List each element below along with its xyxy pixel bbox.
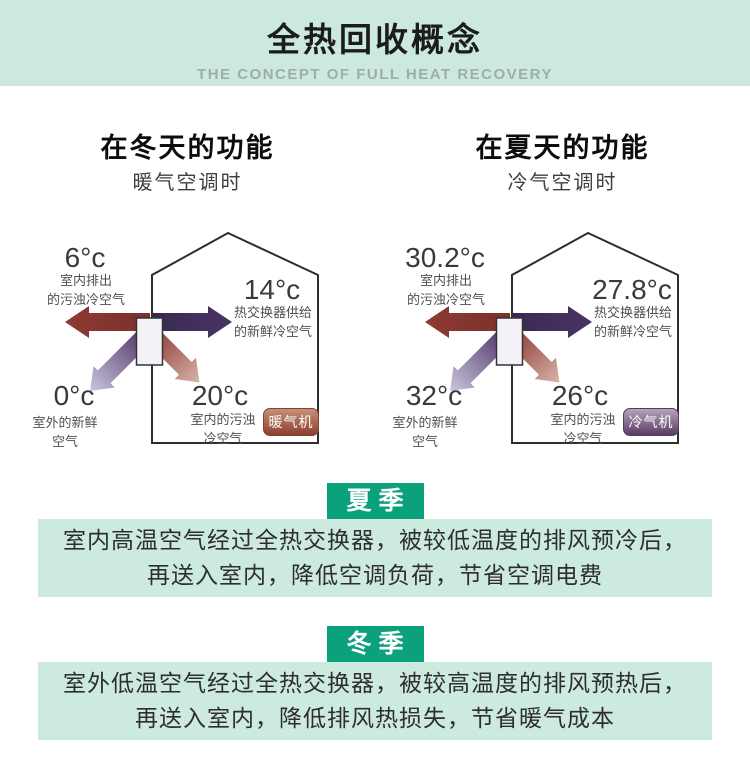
summer-description-panel: 室内高温空气经过全热交换器，被较低温度的排风预冷后， 再送入室内，降低空调负荷，… <box>38 519 712 597</box>
exhaust-label-line1: 室内排出 <box>59 273 113 288</box>
exhaust-label: 室内排出 的污浊冷空气 <box>407 271 485 309</box>
supply-in-arrow <box>152 306 232 338</box>
outside-label-line1: 室外的新鲜 <box>32 415 98 430</box>
diagrams-row: 在冬天的功能 暖气空调时 <box>0 86 750 470</box>
inside-label-line2: 冷空气 <box>203 431 243 446</box>
exhaust-temperature: 30.2°c <box>405 242 485 273</box>
summer-description-line2: 再送入室内，降低空调负荷，节省空调电费 <box>147 562 603 588</box>
summer-house-diagram: 30.2°c 室内排出 的污浊冷空气 27.8°c 热交换器供给 的新鲜冷空气 … <box>360 86 735 470</box>
exhaust-label: 室内排出 的污浊冷空气 <box>47 271 125 309</box>
house-outline <box>511 231 679 444</box>
supply-label: 热交换器供给 的新鲜冷空气 <box>234 303 312 341</box>
winter-description-panel: 室外低温空气经过全热交换器，被较高温度的排风预热后， 再送入室内，降低排风热损失… <box>38 662 712 740</box>
supply-label-line2: 的新鲜冷空气 <box>593 324 673 339</box>
header-banner: 全热回收概念 THE CONCEPT OF FULL HEAT RECOVERY <box>0 0 750 86</box>
outside-label-line2: 空气 <box>411 434 439 449</box>
summer-season-badge: 夏 季 <box>326 483 424 519</box>
inside-temperature: 26°c <box>551 380 609 411</box>
supply-label: 热交换器供给 的新鲜冷空气 <box>594 303 672 341</box>
winter-diagram-title: 在冬天的功能 <box>100 133 275 163</box>
heat-exchanger-box <box>135 317 164 366</box>
supply-temperature: 27.8°c <box>592 274 672 305</box>
page-title: 全热回收概念 <box>267 21 483 58</box>
winter-description-line2: 再送入室内，降低排风热损失，节省暖气成本 <box>135 705 615 731</box>
inside-label-line2: 冷空气 <box>563 431 603 446</box>
exhaust-label-line2: 的污浊冷空气 <box>406 292 486 307</box>
outside-temperature: 0°c <box>53 380 95 411</box>
heater-unit-badge: 暖气机 <box>263 408 319 436</box>
summer-section-badge-row: 夏 季 <box>0 483 750 519</box>
inside-label-line1: 室内的污浊 <box>190 412 256 427</box>
supply-label-line1: 热交换器供给 <box>593 305 673 320</box>
inside-label: 室内的污浊 冷空气 <box>190 410 255 448</box>
heat-exchanger-box <box>495 317 524 366</box>
inside-label: 室内的污浊 冷空气 <box>550 410 615 448</box>
inside-label-line1: 室内的污浊 <box>550 412 616 427</box>
summer-diagram: 在夏天的功能 冷气空调时 <box>375 86 750 470</box>
outside-label-line2: 空气 <box>51 434 79 449</box>
exhaust-temperature: 6°c <box>64 242 106 273</box>
exhaust-label-line2: 的污浊冷空气 <box>46 292 126 307</box>
inside-temperature: 20°c <box>191 380 249 411</box>
house-diagram-svg <box>65 231 319 444</box>
outside-temperature: 32°c <box>405 380 463 411</box>
outside-label: 室外的新鲜 空气 <box>32 413 97 451</box>
cooler-unit-badge: 冷气机 <box>623 408 679 436</box>
supply-label-line2: 的新鲜冷空气 <box>233 324 313 339</box>
exhaust-out-arrow <box>65 306 150 338</box>
outside-label-line1: 室外的新鲜 <box>392 415 458 430</box>
winter-house-diagram: 6°c 室内排出 的污浊冷空气 14°c 热交换器供给 的新鲜冷空气 0°c 室… <box>0 86 375 470</box>
summer-diagram-subtitle: 冷气空调时 <box>507 172 618 194</box>
summer-diagram-title: 在夏天的功能 <box>475 133 650 163</box>
winter-description-line1: 室外低温空气经过全热交换器，被较高温度的排风预热后， <box>63 670 687 696</box>
house-diagram-svg <box>425 231 679 444</box>
winter-season-badge: 冬 季 <box>326 626 424 662</box>
supply-label-line1: 热交换器供给 <box>233 305 313 320</box>
summer-description-line1: 室内高温空气经过全热交换器，被较低温度的排风预冷后， <box>63 527 687 553</box>
winter-diagram-subtitle: 暖气空调时 <box>132 172 243 194</box>
supply-temperature: 14°c <box>243 274 301 305</box>
exhaust-label-line1: 室内排出 <box>419 273 473 288</box>
outside-label: 室外的新鲜 空气 <box>392 413 457 451</box>
winter-diagram: 在冬天的功能 暖气空调时 <box>0 86 375 470</box>
exhaust-out-arrow <box>425 306 510 338</box>
supply-in-arrow <box>512 306 592 338</box>
winter-section-badge-row: 冬 季 <box>0 626 750 662</box>
page-subtitle: THE CONCEPT OF FULL HEAT RECOVERY <box>197 66 553 83</box>
house-outline <box>151 231 319 444</box>
